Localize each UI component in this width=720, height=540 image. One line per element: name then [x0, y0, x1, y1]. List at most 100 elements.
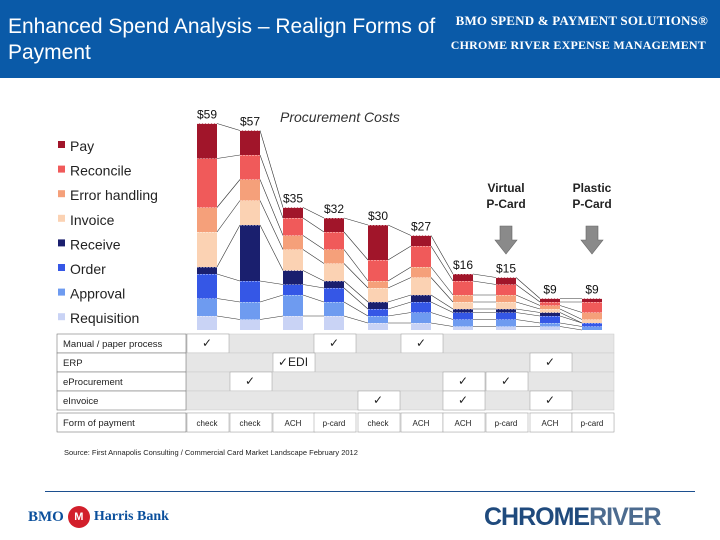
bar-segment-1-error-handling	[240, 179, 260, 201]
bar-segment-0-error-handling	[197, 207, 217, 232]
bar-segment-1-receive	[240, 225, 260, 281]
bar-segment-4-pay	[368, 225, 388, 260]
connector-line-0-1	[216, 298, 241, 303]
bar-segment-2-pay	[283, 207, 303, 218]
bar-segment-3-receive	[324, 281, 344, 288]
table-row-bg-0	[185, 333, 615, 354]
bar-segment-3-order	[324, 288, 344, 302]
bar-segment-2-invoice	[283, 249, 303, 271]
bar-segment-9-approval	[582, 326, 602, 330]
bmo-wordmark: BMO	[28, 508, 64, 525]
bar-segment-7-reconcile	[496, 284, 516, 295]
connector-line-8-0	[559, 326, 583, 331]
table-cell-value-0-0: ✓	[202, 336, 212, 350]
bar-segment-0-order	[197, 274, 217, 299]
bar-segment-8-receive	[540, 312, 560, 316]
table-cell-value-1-2: ✓EDI	[278, 355, 308, 369]
callout-label-1: P-Card	[572, 197, 611, 211]
connector-line-6-6	[472, 280, 497, 285]
table-cell-value-4-8: ACH	[542, 419, 559, 428]
connector-line-0-0	[216, 315, 241, 320]
table-row-label-cell-4	[56, 412, 187, 433]
bar-segment-4-order	[368, 309, 388, 316]
connector-line-7-4	[515, 301, 541, 310]
connector-line-0-2	[216, 273, 241, 282]
bar-total-label-4: $30	[368, 209, 388, 223]
bar-segment-5-requisition	[411, 323, 431, 330]
table-cell-4-1	[229, 412, 273, 433]
connector-line-2-6	[302, 217, 325, 233]
connector-line-3-3	[343, 280, 369, 303]
bar-segment-8-invoice	[540, 309, 560, 313]
connector-line-3-2	[343, 287, 369, 310]
bar-segment-2-approval	[283, 295, 303, 316]
bar-segment-1-requisition	[240, 319, 260, 330]
table-cell-value-4-0: check	[197, 419, 219, 428]
bar-segment-4-receive	[368, 302, 388, 309]
connector-line-5-2	[430, 301, 454, 313]
bar-segment-5-receive	[411, 295, 431, 302]
bar-segment-3-invoice	[324, 263, 344, 281]
table-cell-value-4-7: p-card	[495, 419, 518, 428]
bar-segment-0-invoice	[197, 232, 217, 267]
table-cell-value-1-8: ✓	[545, 355, 555, 369]
bar-segment-3-requisition	[324, 316, 344, 330]
connector-line-0-6	[216, 154, 241, 159]
legend-swatch-4	[58, 239, 65, 247]
connector-line-1-4	[259, 200, 284, 250]
connector-line-4-2	[387, 301, 412, 310]
bmo-roundel-icon: M	[67, 506, 90, 528]
connector-line-8-4	[559, 308, 583, 320]
bar-segment-5-error-handling	[411, 267, 431, 278]
legend-swatch-1	[58, 165, 65, 173]
connector-line-4-6	[387, 245, 412, 261]
chrome-river-logo-part-1: CHROME	[484, 503, 590, 531]
connector-line-4-3	[387, 294, 412, 303]
legend-label-1: Reconcile	[70, 163, 132, 179]
connector-line-8-5	[559, 305, 583, 313]
bar-segment-6-requisition	[453, 326, 473, 330]
table-cell-value-3-8: ✓	[545, 393, 555, 407]
legend-label-4: Receive	[70, 236, 121, 252]
table-row-label-cell-3	[56, 390, 187, 411]
table-row-label-2: eProcurement	[63, 377, 123, 388]
bar-segment-9-error-handling	[582, 312, 602, 320]
connector-line-3-1	[343, 301, 369, 317]
bar-segment-9-reconcile	[582, 302, 602, 313]
legend-label-7: Requisition	[70, 310, 139, 326]
bar-segment-7-receive	[496, 309, 516, 313]
bar-total-label-1: $57	[240, 115, 260, 129]
bar-segment-9-invoice	[582, 319, 602, 323]
table-cell-value-4-5: ACH	[413, 419, 430, 428]
table-cell-value-4-3: p-card	[323, 419, 346, 428]
bar-segment-7-pay	[496, 277, 516, 285]
brand-line-2: CHROME RIVER EXPENSE MANAGEMENT	[450, 38, 706, 52]
footer-divider	[45, 491, 695, 492]
bar-segment-4-reconcile	[368, 260, 388, 281]
connector-line-7-2	[515, 312, 541, 317]
connector-line-1-6	[259, 154, 284, 219]
bar-segment-1-order	[240, 281, 260, 302]
bar-segment-1-pay	[240, 130, 260, 155]
legend-label-5: Order	[70, 261, 106, 277]
bar-segment-7-requisition	[496, 326, 516, 330]
connector-line-2-3	[302, 270, 325, 282]
source-note: Source: First Annapolis Consulting / Com…	[64, 448, 358, 457]
legend-label-6: Approval	[70, 286, 125, 302]
bar-segment-0-pay	[197, 123, 217, 159]
table-cell-3-4	[357, 390, 401, 411]
table-cell-4-7	[485, 412, 529, 433]
procurement-costs-chart: Procurement Costs Pay Reconcile Error handl…	[56, 108, 615, 433]
bar-segment-8-reconcile	[540, 302, 560, 306]
connector-line-6-7	[472, 273, 497, 278]
connector-line-4-1	[387, 312, 412, 317]
bar-segment-1-approval	[240, 302, 260, 320]
table-cell-4-0	[186, 412, 230, 433]
table-cell-4-9	[571, 412, 615, 433]
table-cell-value-4-4: check	[368, 419, 390, 428]
connector-line-5-4	[430, 277, 454, 303]
connector-line-4-7	[387, 224, 412, 236]
table-cell-value-4-2: ACH	[285, 419, 302, 428]
connector-line-5-3	[430, 294, 454, 310]
legend-label-2: Error handling	[70, 187, 158, 203]
